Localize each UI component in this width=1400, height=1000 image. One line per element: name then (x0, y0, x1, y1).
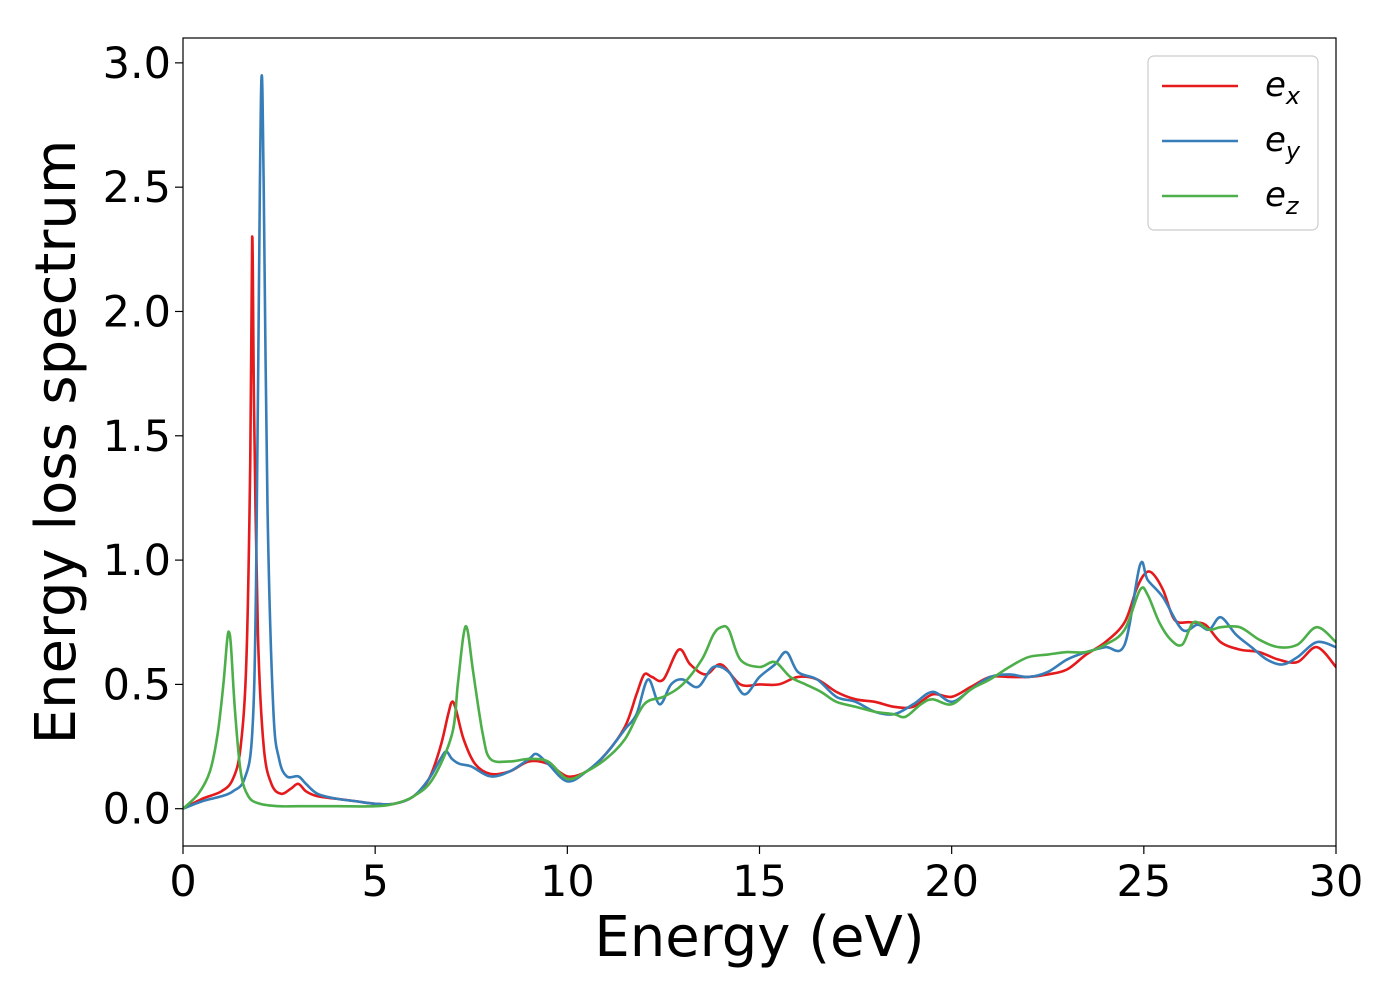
series-line-ex (183, 235, 1336, 811)
y-tick-label: 1.0 (103, 536, 171, 586)
legend-box (1147, 55, 1319, 231)
series-line-ey (183, 73, 1336, 811)
y-tick-label: 2.5 (103, 163, 171, 213)
y-axis: 0.0 0.5 1.0 1.5 2.0 2.5 3.0 (103, 39, 183, 835)
x-tick-label: 0 (169, 857, 196, 907)
x-axis: 0 5 10 15 20 25 30 (169, 846, 1363, 907)
series-line-ez (183, 586, 1336, 811)
x-tick-label: 10 (540, 857, 595, 907)
y-tick-label: 1.5 (103, 412, 171, 462)
x-tick-label: 20 (924, 857, 979, 907)
y-tick-label: 3.0 (103, 39, 171, 89)
x-tick-label: 15 (732, 857, 787, 907)
x-tick-label: 5 (361, 857, 388, 907)
y-tick-label: 2.0 (103, 287, 171, 337)
x-tick-label: 25 (1116, 857, 1171, 907)
x-tick-label: 30 (1309, 857, 1364, 907)
y-axis-label: Energy loss spectrum (24, 140, 89, 745)
series-layer (183, 73, 1336, 811)
x-axis-label: Energy (eV) (594, 905, 924, 970)
y-tick-label: 0.0 (103, 785, 171, 835)
y-tick-label: 0.5 (103, 660, 171, 710)
